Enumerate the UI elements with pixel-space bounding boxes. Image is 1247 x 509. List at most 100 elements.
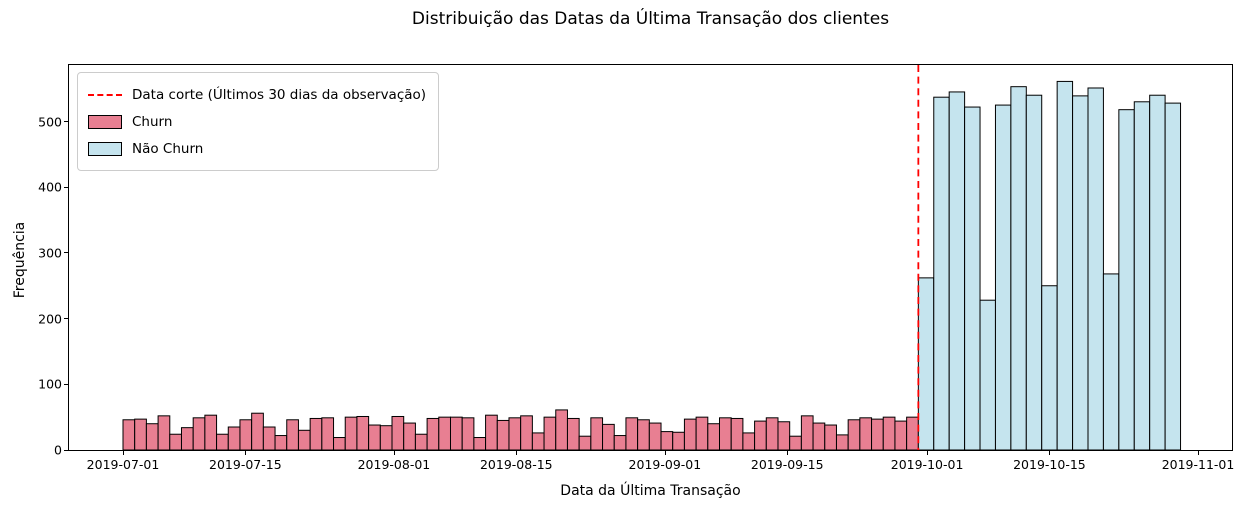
histogram-bar <box>742 432 756 450</box>
x-tick-label: 2019-11-01 <box>1161 457 1235 472</box>
histogram-bar <box>297 429 311 450</box>
histogram-bar <box>964 106 981 450</box>
legend-item-nao-churn: Não Churn <box>88 135 426 162</box>
x-tick-label: 2019-08-01 <box>357 457 431 472</box>
histogram-bar <box>566 417 580 450</box>
histogram-bar <box>660 431 674 450</box>
histogram-bar <box>1072 95 1089 450</box>
histogram-bar <box>262 426 276 450</box>
histogram-bar <box>882 416 896 450</box>
histogram-bar <box>800 415 814 450</box>
histogram-bar <box>204 414 218 450</box>
y-tick-mark <box>64 383 68 385</box>
histogram-bar <box>1010 86 1027 450</box>
x-tick-label: 2019-09-15 <box>750 457 824 472</box>
legend-label-nao-churn: Não Churn <box>132 140 204 157</box>
histogram-bar <box>765 417 779 450</box>
histogram-bar <box>122 419 136 450</box>
histogram-bar <box>672 431 685 450</box>
churn-swatch-icon <box>88 114 122 129</box>
histogram-bar <box>789 435 802 450</box>
histogram-bar <box>157 415 171 450</box>
legend-item-cutoff: Data corte (Últimos 30 dias da observaçã… <box>88 81 426 108</box>
y-tick-label: 300 <box>38 245 62 261</box>
series-churn <box>122 409 919 450</box>
histogram-canvas <box>122 65 1182 450</box>
nao-churn-swatch-icon <box>88 141 122 156</box>
histogram-bar <box>134 418 147 450</box>
histogram-bar <box>590 417 604 450</box>
x-tick-mark <box>1049 451 1051 455</box>
histogram-bar <box>449 416 463 450</box>
y-tick-label: 100 <box>38 376 62 392</box>
histogram-bar <box>1056 80 1074 450</box>
x-tick-mark <box>393 451 395 455</box>
red-dashed-line-icon <box>88 93 122 96</box>
histogram-bar <box>426 417 440 450</box>
histogram-bar <box>274 435 288 450</box>
y-tick-label: 500 <box>38 114 62 129</box>
y-tick-label: 400 <box>38 179 62 195</box>
histogram-bar <box>496 419 510 450</box>
histogram-bar <box>707 423 721 450</box>
legend-label-cutoff: Data corte (Últimos 30 dias da observaçã… <box>132 86 427 103</box>
plot-area: Data corte (Últimos 30 dias da observaçã… <box>68 64 1233 451</box>
legend-item-churn: Churn <box>88 108 426 135</box>
histogram-bar <box>216 433 229 450</box>
histogram-bar <box>1025 94 1043 450</box>
legend-label-churn: Churn <box>132 113 173 130</box>
histogram-bar <box>356 415 370 450</box>
y-tick-mark <box>64 449 68 451</box>
histogram-bar <box>531 432 545 450</box>
y-axis-label: Frequência <box>12 221 28 299</box>
y-tick-mark <box>64 121 68 122</box>
histogram-bar <box>578 435 592 450</box>
histogram-bar <box>414 433 428 450</box>
histogram-bar <box>859 417 873 450</box>
histogram-bar <box>391 415 405 450</box>
histogram-bar <box>333 437 346 450</box>
histogram-bar <box>251 412 264 450</box>
histogram-bar <box>683 418 697 450</box>
histogram-bar <box>602 423 615 450</box>
histogram-bar <box>368 424 381 450</box>
chart-title: Distribuição das Datas da Última Transaç… <box>411 9 890 29</box>
x-tick-mark <box>664 451 666 455</box>
x-tick-mark <box>787 451 789 455</box>
y-tick-label: 200 <box>38 311 62 327</box>
histogram-bar <box>730 417 744 450</box>
histogram-bar <box>933 96 950 450</box>
histogram-bar <box>520 415 533 450</box>
histogram-bar <box>894 420 908 450</box>
x-tick-mark <box>927 451 929 455</box>
histogram-bar <box>625 417 639 450</box>
histogram-bar <box>871 418 884 450</box>
histogram-bar <box>309 417 323 450</box>
histogram-bar <box>1133 101 1151 450</box>
histogram-bar <box>1164 102 1182 450</box>
x-tick-label: 2019-08-15 <box>479 457 553 472</box>
histogram-bar <box>1041 285 1058 450</box>
y-tick-mark <box>64 252 68 254</box>
histogram-bar <box>1102 273 1120 450</box>
histogram-bar <box>438 416 451 450</box>
x-tick-label: 2019-07-15 <box>209 457 282 472</box>
histogram-bar <box>473 437 487 450</box>
histogram-bar <box>169 433 182 450</box>
histogram-bar <box>948 91 966 450</box>
histogram-bar <box>648 422 662 450</box>
x-tick-label: 2019-07-01 <box>86 457 160 472</box>
histogram-bar <box>555 409 568 450</box>
histogram-bar <box>321 417 335 450</box>
y-tick-label: 0 <box>54 442 62 458</box>
histogram-bar <box>508 417 522 450</box>
histogram-bar <box>485 414 498 450</box>
histogram-bar <box>145 423 159 450</box>
x-tick-mark <box>516 451 518 455</box>
series-nao-churn <box>917 80 1182 450</box>
x-tick-mark <box>1198 451 1200 455</box>
histogram-bar <box>1118 109 1135 450</box>
histogram-bar <box>695 416 709 450</box>
histogram-bar <box>344 416 358 450</box>
histogram-bar <box>994 104 1012 450</box>
